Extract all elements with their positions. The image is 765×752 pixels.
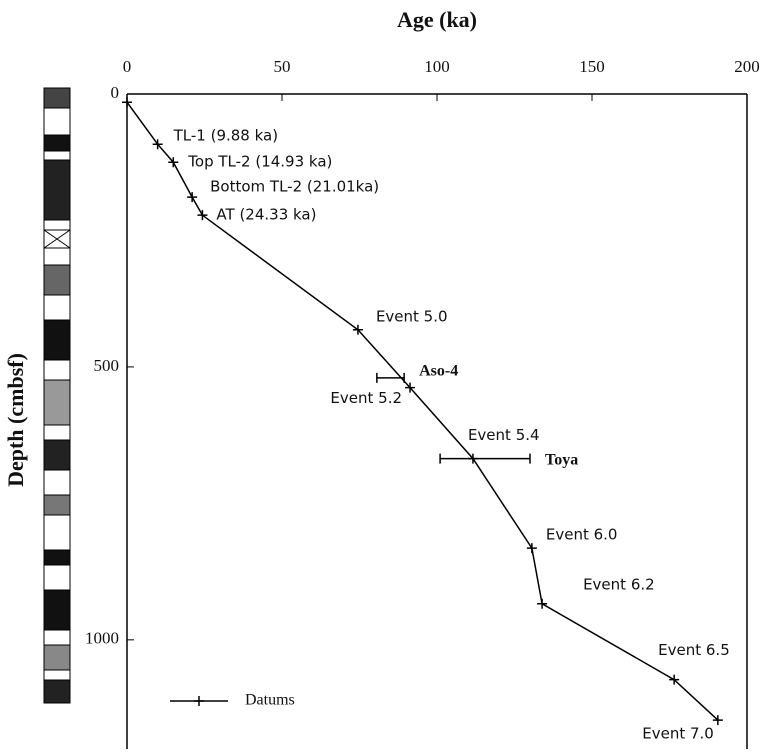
y-tick-label: 500 bbox=[94, 356, 120, 375]
x-tick-label: 0 bbox=[123, 57, 132, 76]
x-tick-label: 100 bbox=[424, 57, 450, 76]
y-tick-label: 1000 bbox=[85, 629, 119, 648]
datum-marker bbox=[122, 97, 132, 107]
datum-label: Bottom TL-2 (21.01ka) bbox=[210, 178, 379, 196]
tephra-error-bar bbox=[377, 373, 404, 383]
chart: Age (ka) Depth (cmbsf) 0 50 100 150 200 0 500 1… bbox=[0, 0, 765, 752]
lithology-column bbox=[44, 88, 70, 703]
datum-label: AT (24.33 ka) bbox=[216, 206, 316, 224]
datum-label: TL-1 (9.88 ka) bbox=[173, 127, 278, 145]
datum-marker bbox=[527, 543, 537, 553]
datum-marker bbox=[537, 599, 547, 609]
chart-title: Age (ka) bbox=[397, 7, 477, 32]
datum-label: Top TL-2 (14.93 ka) bbox=[187, 153, 332, 171]
x-tick-label: 150 bbox=[579, 57, 605, 76]
datum-label: Event 6.5 bbox=[658, 641, 730, 659]
x-tick-label: 50 bbox=[274, 57, 291, 76]
datum-label: Event 5.4 bbox=[468, 426, 540, 444]
tephra-error-bar bbox=[440, 454, 530, 464]
datum-label: Event 5.0 bbox=[376, 307, 448, 325]
x-tick-label: 200 bbox=[734, 57, 760, 76]
y-axis-label: Depth (cmbsf) bbox=[3, 353, 28, 487]
datum-marker bbox=[187, 192, 197, 202]
tephra-label: Toya bbox=[545, 451, 578, 468]
datum-label: Event 7.0 bbox=[642, 725, 714, 743]
datum-label: Event 6.0 bbox=[546, 526, 618, 544]
datum-label: Event 6.2 bbox=[583, 575, 655, 593]
legend-label: Datums bbox=[245, 692, 295, 709]
tephra-label: Aso-4 bbox=[419, 363, 458, 380]
legend-marker bbox=[194, 696, 204, 706]
y-tick-label: 0 bbox=[111, 83, 120, 102]
datum-label: Event 5.2 bbox=[330, 389, 402, 407]
